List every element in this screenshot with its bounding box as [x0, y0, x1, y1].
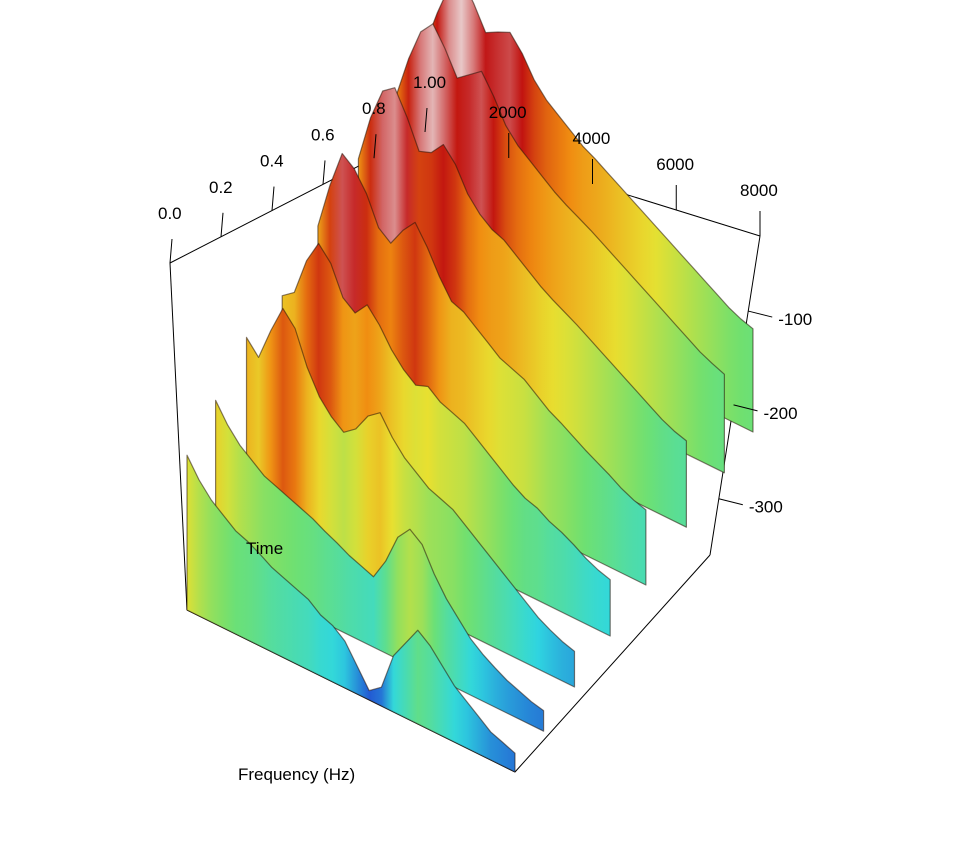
surface-mesh [186, 0, 754, 773]
frequency-axis-label: Frequency (Hz) [238, 765, 355, 784]
surface-ridge-4 [281, 242, 611, 637]
time-tick-label-0: 0.0 [158, 204, 182, 223]
surface-ridge-2 [357, 87, 687, 528]
axis-ticks: 0.0 0.2 0.4 0.6 0.8 1.00 2000 4000 6000 8000 -100 -… [158, 73, 812, 517]
surface-ridge-7 [186, 454, 516, 773]
time-tick-label-1: 0.2 [209, 178, 233, 197]
frame-bottom-right [514, 554, 711, 773]
amplitude-tick-1 [733, 404, 758, 412]
surface-ridge-3 [317, 152, 647, 586]
frequency-tick-label-2: 6000 [656, 155, 694, 174]
frequency-tick-label-0: 2000 [489, 103, 527, 122]
time-tick-3 [322, 160, 326, 185]
time-tick-label-5: 1.00 [413, 73, 446, 92]
time-axis-label: Time [246, 539, 283, 558]
time-tick-5 [424, 107, 428, 133]
time-tick-4 [373, 134, 377, 159]
amplitude-tick-0 [748, 310, 773, 318]
frequency-tick-label-3: 8000 [740, 181, 778, 200]
amplitude-tick-label-0: -100 [778, 310, 812, 329]
frame-left-vertical [169, 262, 188, 611]
surface-ridge-5 [245, 307, 576, 688]
time-tick-1 [220, 212, 224, 237]
time-tick-label-3: 0.6 [311, 125, 335, 144]
amplitude-tick-label-1: -200 [764, 404, 798, 423]
frequency-tick-label-1: 4000 [573, 129, 611, 148]
time-tick-0 [169, 238, 173, 264]
amplitude-tick-2 [718, 498, 743, 506]
amplitude-tick-label-2: -300 [749, 498, 783, 517]
surface-ridge-1 [395, 23, 725, 474]
time-tick-label-2: 0.4 [260, 152, 284, 171]
time-tick-label-4: 0.8 [362, 99, 386, 118]
surface-ridge-6 [215, 399, 545, 732]
time-tick-2 [271, 186, 275, 211]
